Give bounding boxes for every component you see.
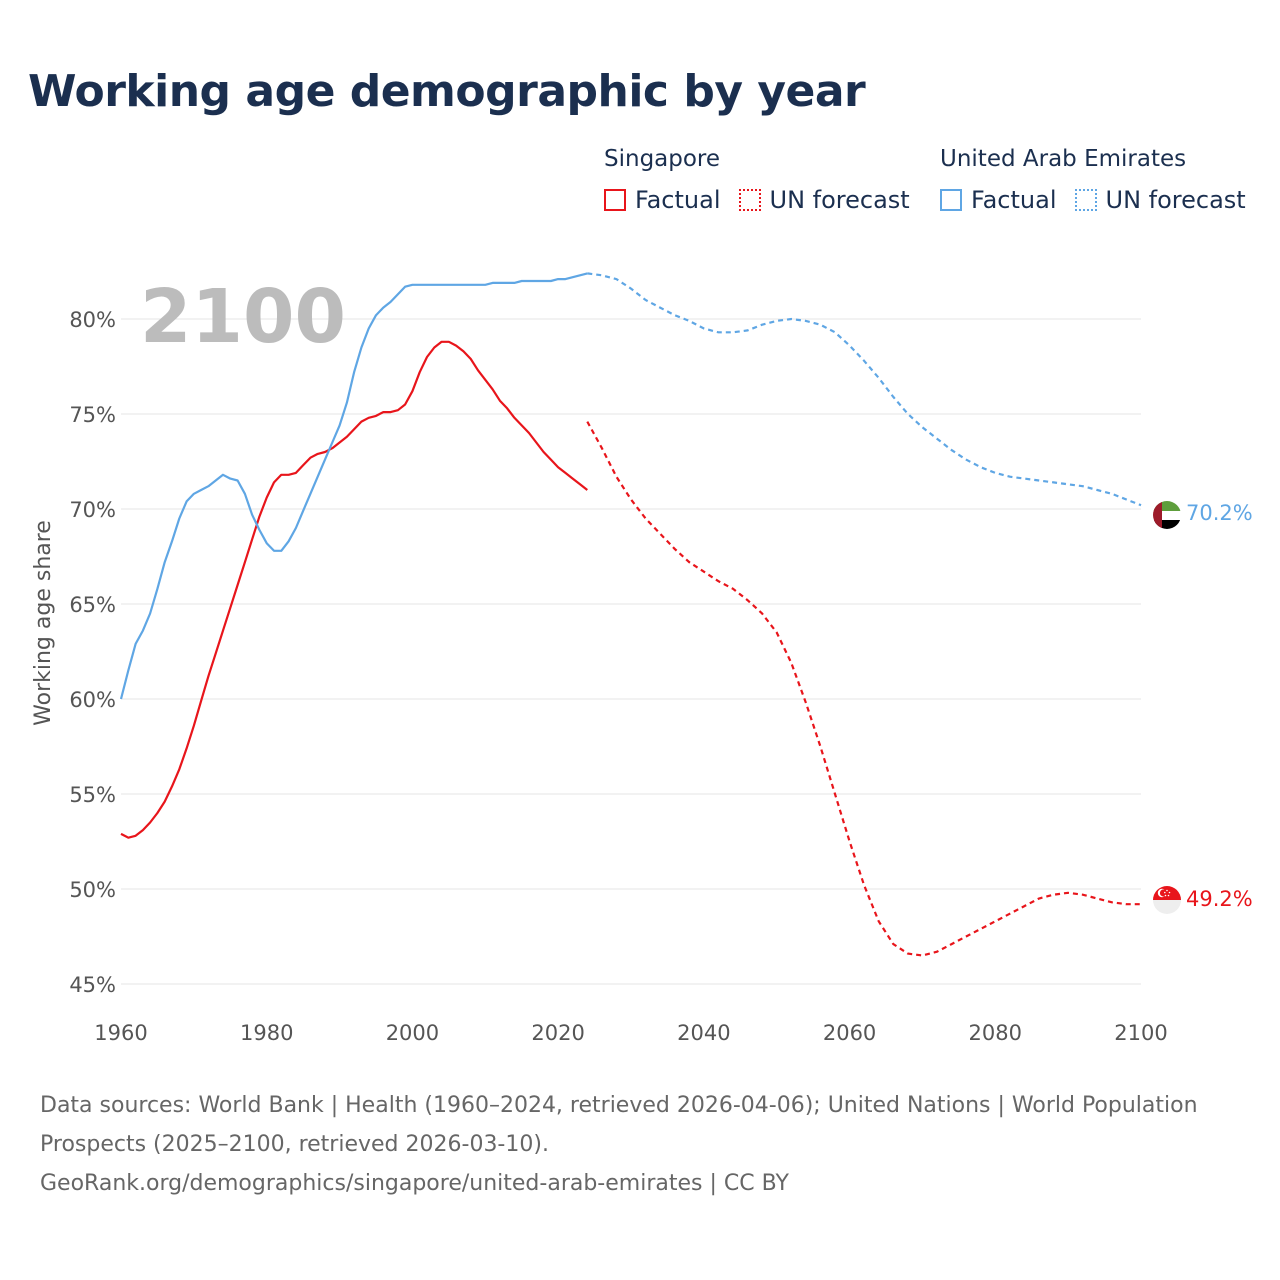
y-tick-label: 55% (69, 783, 116, 807)
singapore-forecast-line (586, 421, 1141, 957)
x-tick-label: 2080 (969, 1021, 1022, 1045)
legend-group-singapore: Singapore Factual UN forecast (604, 144, 928, 214)
legend-item-singapore-factual[interactable]: Factual (604, 186, 721, 214)
footer: Data sources: World Bank | Health (1960–… (40, 1086, 1240, 1203)
y-tick-label: 65% (69, 593, 116, 617)
y-tick-label: 70% (69, 498, 116, 522)
grid-lines (121, 318, 1141, 985)
y-tick-label: 80% (69, 308, 116, 332)
x-tick-label: 1960 (94, 1021, 147, 1045)
y-tick-label: 50% (69, 878, 116, 902)
x-tick-label: 2060 (823, 1021, 876, 1045)
line-chart: 45% 50% 55% 60% 65% 70% 75% 80% 1960 1980 2000 2020… (31, 272, 1253, 1045)
legend-country-uae: United Arab Emirates (940, 146, 1187, 172)
y-axis-label: Working age share (31, 520, 56, 726)
attribution-link[interactable]: GeoRank.org/demographics/singapore/unite… (40, 1171, 789, 1196)
legend-country-singapore: Singapore (604, 146, 721, 172)
legend-item-uae-factual[interactable]: Factual (940, 186, 1057, 214)
uae-factual-line (119, 272, 588, 700)
axis-ticks: 45% 50% 55% 60% 65% 70% 75% 80% 1960 1980 2000 2020… (69, 308, 1167, 1045)
singapore-end-value: 49.2% (1186, 887, 1253, 911)
singapore-factual-line (120, 340, 588, 839)
legend-item-singapore-forecast[interactable]: UN forecast (738, 186, 910, 214)
x-tick-label: 1980 (240, 1021, 293, 1045)
x-tick-label: 2100 (1114, 1021, 1167, 1045)
y-tick-label: 75% (69, 403, 116, 427)
legend-swatch-dotted (738, 189, 761, 211)
uae-flag-icon (1153, 501, 1181, 529)
legend-item-uae-forecast[interactable]: UN forecast (1074, 186, 1246, 214)
legend-swatch-dotted (1074, 189, 1097, 211)
legend-swatch-solid (940, 189, 962, 211)
legend-label: UN forecast (769, 186, 910, 214)
y-tick-label: 45% (69, 973, 116, 997)
year-label: 2100 (140, 274, 346, 360)
legend-label: Factual (635, 186, 721, 214)
legend-swatch-solid (604, 189, 626, 211)
uae-end-value: 70.2% (1186, 501, 1253, 525)
x-tick-label: 2020 (531, 1021, 584, 1045)
series-lines (119, 272, 1142, 957)
y-tick-label: 60% (69, 688, 116, 712)
x-tick-label: 2040 (677, 1021, 730, 1045)
legend-group-uae: United Arab Emirates Factual UN forecast (940, 144, 1264, 214)
data-sources-note: Data sources: World Bank | Health (1960–… (40, 1093, 1198, 1157)
x-tick-label: 2000 (386, 1021, 439, 1045)
chart-title: Working age demographic by year (28, 66, 866, 117)
uae-forecast-line (587, 272, 1142, 507)
singapore-flag-icon (1153, 886, 1181, 914)
legend-label: Factual (971, 186, 1057, 214)
legend-label: UN forecast (1105, 186, 1246, 214)
